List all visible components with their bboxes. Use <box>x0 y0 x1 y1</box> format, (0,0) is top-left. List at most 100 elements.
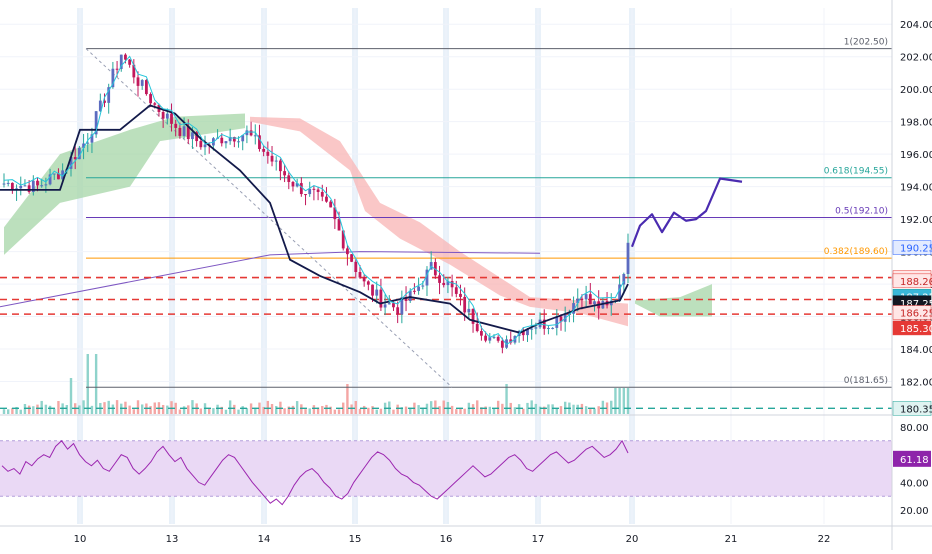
volume-bar <box>530 400 533 414</box>
candle-body <box>107 87 111 103</box>
candle-body <box>241 135 245 142</box>
candle-body <box>500 340 504 348</box>
candle-body <box>23 185 27 187</box>
candle-body <box>442 282 446 286</box>
candle-body <box>438 275 441 283</box>
volume-bar <box>597 406 600 414</box>
volume-bar <box>40 400 43 414</box>
volume-bar <box>216 404 219 414</box>
candle-body <box>31 180 35 192</box>
volume-bar <box>429 401 433 414</box>
candle-body <box>36 180 39 186</box>
volume-bar <box>358 408 362 414</box>
candle-body <box>186 126 190 140</box>
volume-bar <box>182 406 186 414</box>
volume-bar <box>208 408 211 414</box>
candle-body <box>542 319 546 329</box>
time-tick-label: 14 <box>258 534 271 545</box>
volume-bar <box>161 404 165 414</box>
trend-line <box>0 251 541 308</box>
candle-body <box>153 103 157 105</box>
candle-body <box>400 297 404 315</box>
candle-body <box>358 272 362 278</box>
candle-body <box>304 194 307 196</box>
price-tick-label: 194.00 <box>900 183 932 194</box>
time-axis[interactable]: 10 13 14 15 16 17 20 21 22 <box>0 525 932 545</box>
candle-body <box>559 316 563 322</box>
candle-body <box>346 248 349 255</box>
price-tick-label: 192.00 <box>900 215 932 226</box>
volume-bar <box>111 404 115 414</box>
volume-bar <box>480 407 483 414</box>
rsi-band <box>0 440 892 497</box>
volume-bar <box>65 405 69 414</box>
candle-body <box>484 335 488 341</box>
candle-body <box>161 111 165 119</box>
candle-body <box>375 289 379 296</box>
candle-body <box>505 339 508 348</box>
candle-body <box>366 281 370 285</box>
price-tick-label: 182.00 <box>900 378 932 389</box>
volume-bar <box>367 407 370 414</box>
volume-bar <box>245 408 249 414</box>
volume-bar <box>141 404 144 414</box>
volume-bar <box>626 388 630 414</box>
candle-body <box>379 289 383 308</box>
candle-body <box>283 171 286 176</box>
price-badge-label: 187.25 <box>900 299 932 310</box>
volume-bar <box>32 406 35 414</box>
volume-bar <box>308 408 311 414</box>
price-tick-label: 204.00 <box>900 20 932 31</box>
time-tick-label: 10 <box>74 534 87 545</box>
candle-body <box>6 182 10 184</box>
price-tick-label: 202.00 <box>900 53 932 64</box>
fib-level-label: 0.382(189.60) <box>824 247 888 257</box>
candle-body <box>463 296 467 313</box>
candle-body <box>86 142 90 144</box>
volume-bar <box>304 409 307 414</box>
candle-body <box>203 144 207 148</box>
candle-body <box>551 327 555 329</box>
ichimoku-cloud <box>4 113 712 327</box>
volume-bar <box>555 408 559 414</box>
candle-body <box>191 132 194 140</box>
candle-body <box>287 175 291 182</box>
candle-body <box>421 285 425 287</box>
candle-body <box>27 185 31 192</box>
candle-body <box>383 304 387 308</box>
volume-bar <box>350 404 353 414</box>
candle-body <box>224 141 228 144</box>
candle-body <box>103 100 106 103</box>
volume-bar <box>371 406 374 414</box>
volume-bar <box>2 409 6 414</box>
kijun-sen-line <box>0 104 629 334</box>
candle-body <box>576 298 580 304</box>
volume-bar <box>547 404 550 414</box>
volume-bar <box>283 408 286 414</box>
candle-body <box>396 307 400 315</box>
candle-body <box>320 191 324 197</box>
volume-bar <box>522 408 525 414</box>
candle-body <box>392 303 395 308</box>
volume-bar <box>275 406 278 414</box>
candle-body <box>492 336 496 338</box>
price-badge <box>892 305 932 320</box>
volume-bar <box>212 407 215 414</box>
price-badge <box>892 401 932 416</box>
candle-body <box>291 181 295 187</box>
volume-bar <box>513 407 517 414</box>
volume-bar <box>333 409 337 414</box>
candle-body <box>425 269 429 286</box>
volume-bar <box>610 400 613 414</box>
cloud-bullish <box>4 113 245 255</box>
volume-bar <box>463 408 466 414</box>
volume-bar <box>543 406 546 414</box>
price-tick-label: 200.00 <box>900 85 932 96</box>
candle-body <box>371 284 374 296</box>
volume-bar <box>19 409 22 414</box>
candle-body <box>312 188 316 190</box>
volume-bar <box>57 401 60 414</box>
price-tick-label: 196.00 <box>900 150 932 161</box>
